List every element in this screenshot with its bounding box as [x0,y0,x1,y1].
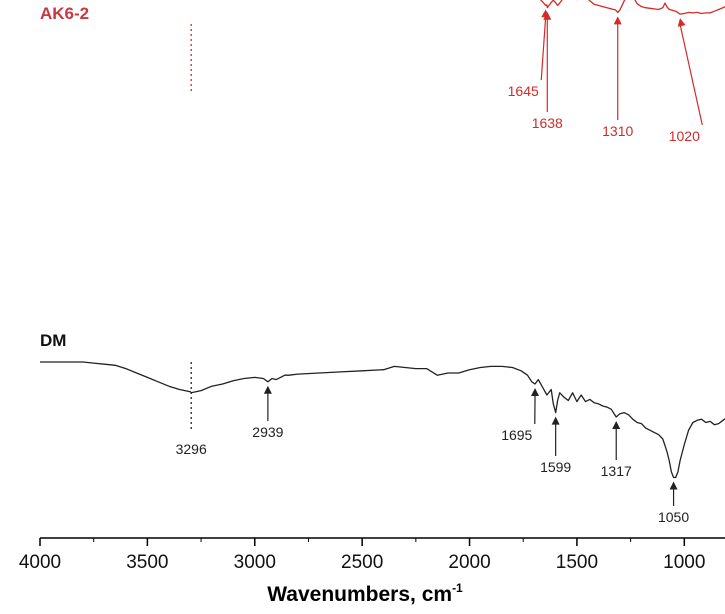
series-label: AK6-2 [40,4,89,23]
x-axis: 4000 3500 3000 2500 2000 1500 1000 [19,537,725,573]
series-line-ak6-2 [539,0,725,15]
x-axis-label: Wavenumbers, cm-1 [267,581,463,606]
peak-label: 1638 [532,115,563,131]
peak-label: 1599 [540,459,571,475]
peak-label: 3296 [176,441,207,457]
x-tick-label: 1000 [663,552,705,573]
peak-arrow-shaft [540,15,547,81]
peak-arrow-shaft [679,23,703,126]
peak-arrow-head [669,481,678,490]
series-label: DM [40,331,66,350]
x-tick-label: 4000 [19,552,61,573]
spectra [40,0,725,479]
peak-arrow-head [263,385,272,394]
peak-label: 1310 [602,123,633,139]
peak-label: 1317 [601,463,632,479]
x-tick-label: 3000 [234,552,276,573]
peak-arrow-head [543,11,552,20]
x-tick-label: 3500 [126,552,168,573]
x-tick-label: 1500 [556,552,598,573]
peak-arrow-head [530,388,539,397]
peak-label: 1020 [669,128,700,144]
x-tick-label: 2500 [341,552,383,573]
x-tick-label: 2000 [448,552,490,573]
peak-arrow-head [612,421,621,429]
peak-label: 1695 [501,427,532,443]
series-line-dm [40,361,725,479]
peak-label: 1645 [508,83,539,99]
peak-label: 2939 [252,424,283,440]
peak-arrow-head [677,18,686,27]
peak-label: 1050 [658,509,689,525]
peak-arrow-head [613,16,622,25]
peak-annotations: 1645 1638 1310 1020 3296 2939 1695 1599 1317 1050 [176,9,703,525]
series-labels: AK6-2 DM [40,4,89,350]
peak-arrow-head [551,416,560,425]
